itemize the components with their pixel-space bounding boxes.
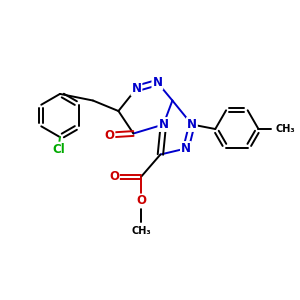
Text: O: O — [104, 128, 114, 142]
Text: N: N — [181, 142, 191, 155]
Text: O: O — [109, 170, 119, 184]
Text: CH₃: CH₃ — [131, 226, 151, 236]
Text: N: N — [152, 76, 162, 89]
Text: N: N — [187, 118, 197, 131]
Text: CH₃: CH₃ — [275, 124, 295, 134]
Text: Cl: Cl — [52, 142, 65, 156]
Text: N: N — [158, 118, 168, 131]
Text: O: O — [136, 194, 146, 208]
Text: N: N — [131, 82, 141, 95]
